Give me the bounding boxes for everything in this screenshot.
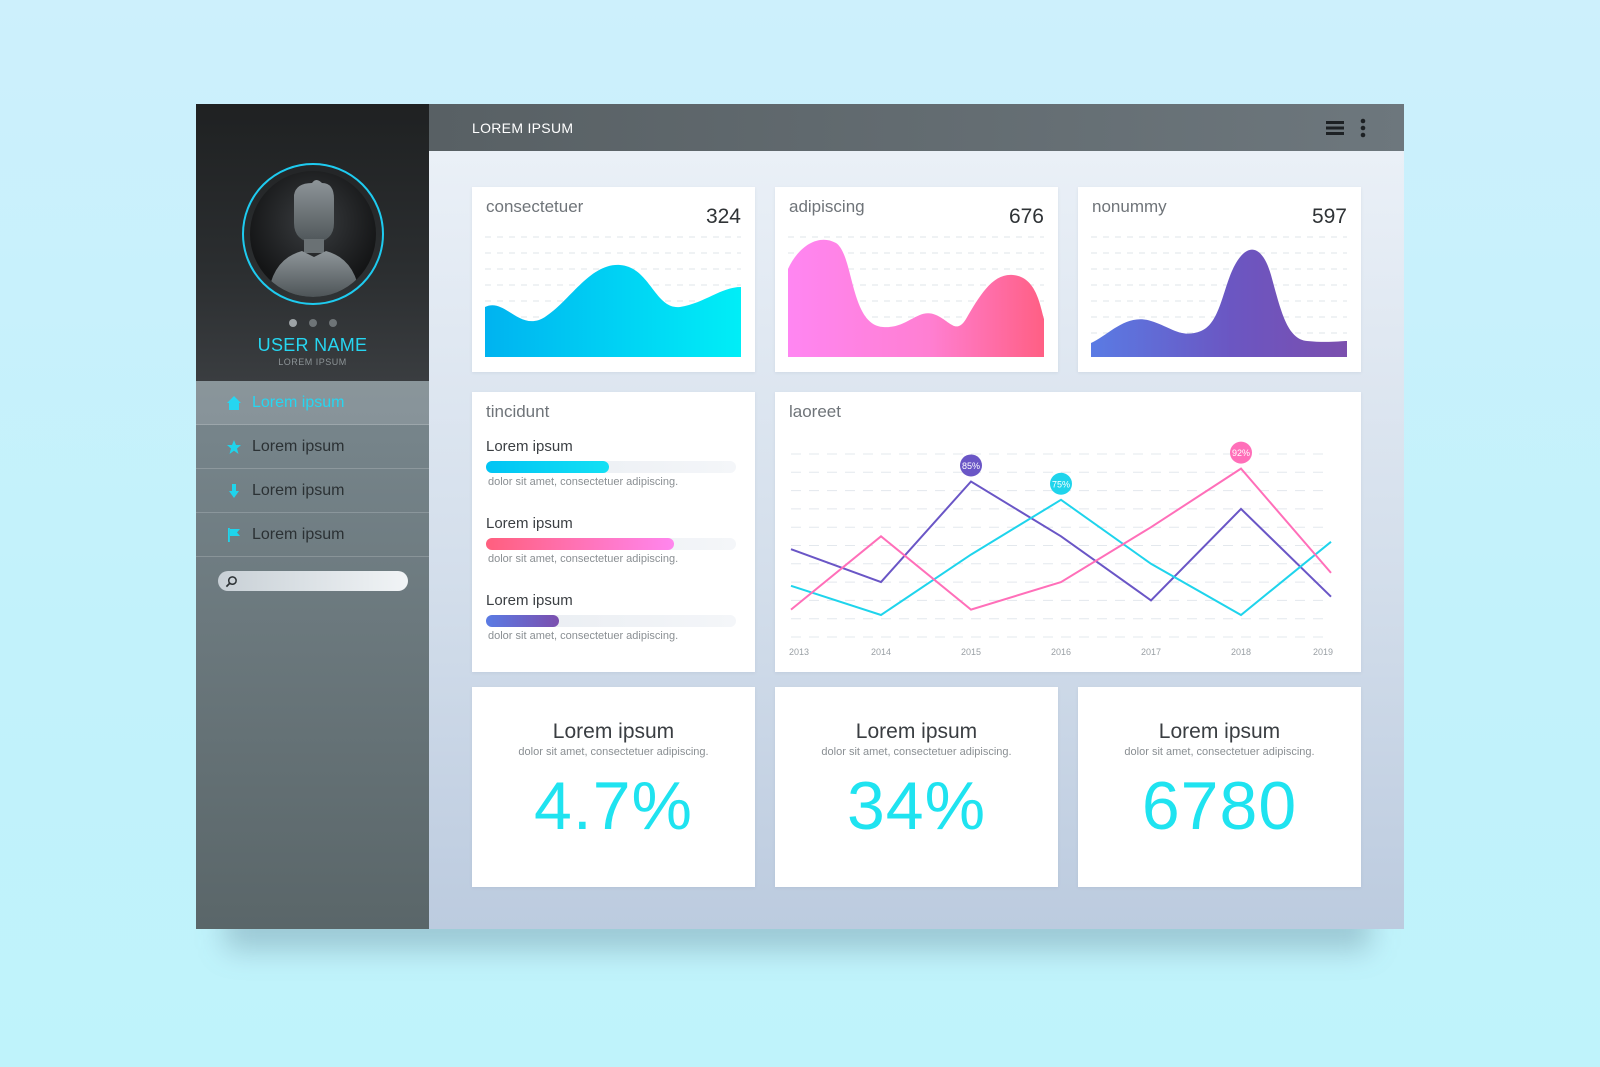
x-tick-label: 2013	[789, 647, 809, 657]
progress-card: tincidunt Lorem ipsum dolor sit amet, co…	[472, 392, 755, 672]
peak-badge[interactable]	[1230, 441, 1252, 464]
stat-card[interactable]: Lorem ipsum dolor sit amet, consectetuer…	[1078, 687, 1361, 887]
profile-panel: USER NAME LOREM IPSUM	[196, 104, 429, 381]
x-tick-label: 2016	[1051, 647, 1071, 657]
sidebar-item-label: Lorem ipsum	[252, 525, 345, 543]
progress-title: Lorem ipsum	[486, 592, 573, 609]
stat-desc: dolor sit amet, consectetuer adipiscing.	[821, 746, 1012, 758]
download-icon	[229, 483, 239, 498]
dashboard-content: consectetuer 324	[429, 151, 1404, 929]
stat-value: 4.7%	[534, 768, 693, 844]
area-chart-violet	[1091, 236, 1347, 357]
progress-track	[486, 538, 736, 550]
progress-track	[486, 615, 736, 627]
main-area: LOREM IPSUM consectetuer 324	[429, 104, 1404, 929]
card-value: 676	[1008, 205, 1044, 228]
line-chart-card[interactable]: laoreet 85% 75% 92% 2013 2014 2015 2016 2017 20…	[775, 392, 1361, 672]
area-chart-pink	[788, 236, 1044, 357]
search-icon	[225, 575, 237, 587]
progress-item[interactable]: Lorem ipsum dolor sit amet, consectetuer…	[486, 515, 736, 565]
peak-badge[interactable]	[960, 454, 982, 477]
hamburger-menu-icon[interactable]	[1326, 120, 1344, 136]
progress-fill	[486, 461, 609, 473]
x-tick-label: 2014	[871, 647, 891, 657]
card-label: consectetuer	[486, 197, 584, 216]
progress-desc: dolor sit amet, consectetuer adipiscing.	[488, 553, 679, 565]
card-label: adipiscing	[789, 197, 865, 216]
page-title: LOREM IPSUM	[472, 119, 574, 136]
progress-item[interactable]: Lorem ipsum dolor sit amet, consectetuer…	[486, 438, 736, 488]
line-chart: 85% 75% 92% 2013 2014 2015 2016 2017 2018 2019	[789, 441, 1333, 657]
x-tick-label: 2015	[961, 647, 981, 657]
peak-label: 92%	[1232, 448, 1250, 458]
series-line-1[interactable]	[790, 498, 1332, 617]
carousel-dots[interactable]	[288, 319, 337, 327]
user-name: USER NAME	[257, 335, 368, 355]
stat-title: Lorem ipsum	[855, 720, 978, 743]
progress-item[interactable]: Lorem ipsum dolor sit amet, consectetuer…	[486, 592, 736, 642]
sidebar-item-favorites[interactable]: Lorem ipsum	[196, 425, 429, 469]
star-icon	[227, 439, 241, 454]
home-icon	[227, 395, 241, 410]
sidebar-item-downloads[interactable]: Lorem ipsum	[196, 469, 429, 513]
stat-title: Lorem ipsum	[552, 720, 675, 743]
stat-title: Lorem ipsum	[1158, 720, 1281, 743]
sidebar-item-flags[interactable]: Lorem ipsum	[196, 513, 429, 557]
sidebar-item-label: Lorem ipsum	[252, 393, 345, 411]
chart-title: laoreet	[789, 402, 841, 421]
sidebar: USER NAME LOREM IPSUM Lorem ipsum Lorem …	[196, 104, 429, 929]
progress-fill	[486, 538, 674, 550]
progress-desc: dolor sit amet, consectetuer adipiscing.	[488, 630, 679, 642]
card-label: nonummy	[1092, 197, 1167, 216]
series-line-2[interactable]	[790, 467, 1332, 611]
x-tick-label: 2018	[1231, 647, 1251, 657]
progress-fill	[486, 615, 559, 627]
user-subtitle: LOREM IPSUM	[278, 357, 347, 367]
metric-card-adipiscing[interactable]: adipiscing 676	[775, 187, 1058, 372]
peak-label: 85%	[962, 461, 980, 471]
peak-label: 75%	[1052, 479, 1070, 489]
more-vertical-icon[interactable]	[1360, 118, 1366, 138]
stat-value: 34%	[846, 768, 987, 844]
stat-card[interactable]: Lorem ipsum dolor sit amet, consectetuer…	[775, 687, 1058, 887]
series-line-0[interactable]	[790, 480, 1332, 602]
sidebar-item-home[interactable]: Lorem ipsum	[196, 381, 429, 425]
progress-track	[486, 461, 736, 473]
stat-desc: dolor sit amet, consectetuer adipiscing.	[1124, 746, 1315, 758]
area-chart-cyan	[485, 236, 741, 357]
sidebar-item-label: Lorem ipsum	[252, 481, 345, 499]
user-silhouette-icon	[267, 180, 360, 297]
avatar[interactable]	[241, 163, 384, 305]
metric-card-nonummy[interactable]: nonummy 597	[1078, 187, 1361, 372]
peak-badge[interactable]	[1050, 472, 1072, 495]
flag-icon	[228, 527, 240, 542]
card-label: tincidunt	[486, 402, 550, 421]
card-value: 324	[705, 205, 741, 228]
search-input[interactable]	[218, 571, 408, 591]
stat-value: 6780	[1141, 768, 1298, 844]
sidebar-item-label: Lorem ipsum	[252, 437, 345, 455]
x-tick-label: 2019	[1313, 647, 1333, 657]
stat-card[interactable]: Lorem ipsum dolor sit amet, consectetuer…	[472, 687, 755, 887]
dashboard-window: USER NAME LOREM IPSUM Lorem ipsum Lorem …	[196, 104, 1404, 929]
card-value: 597	[1311, 205, 1347, 228]
metric-card-consectetuer[interactable]: consectetuer 324	[472, 187, 755, 372]
x-tick-label: 2017	[1141, 647, 1161, 657]
progress-title: Lorem ipsum	[486, 515, 573, 532]
progress-title: Lorem ipsum	[486, 438, 573, 455]
stat-desc: dolor sit amet, consectetuer adipiscing.	[518, 746, 709, 758]
progress-desc: dolor sit amet, consectetuer adipiscing.	[488, 476, 679, 488]
top-bar: LOREM IPSUM	[429, 104, 1404, 151]
